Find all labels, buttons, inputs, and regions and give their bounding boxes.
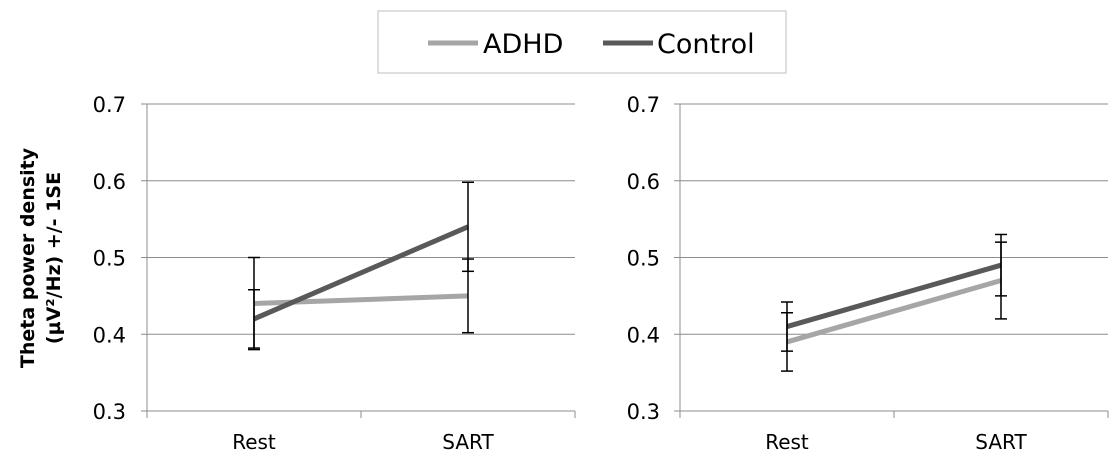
legend-label-control: Control	[657, 29, 755, 60]
legend-label-adhd: ADHD	[483, 29, 563, 60]
y-tick-label: 0.3	[627, 400, 660, 424]
legend: ADHD Control	[377, 10, 787, 74]
series-line-control	[786, 262, 1002, 329]
y-tick-label: 0.5	[93, 247, 126, 271]
y-tick-label: 0.4	[93, 323, 126, 347]
y-tick-label: 0.3	[93, 400, 126, 424]
x-category-label: Rest	[765, 430, 809, 454]
y-tick-label: 0.4	[627, 323, 660, 347]
y-axis-title-line1: Theta power density	[17, 147, 39, 368]
y-tick-label: 0.6	[93, 170, 126, 194]
y-axis-title: Theta power density (µV²/Hz) +/- 1SE	[17, 147, 65, 368]
x-category-label: SART	[442, 430, 494, 454]
error-bar-control	[462, 181, 474, 273]
y-tick-label: 0.5	[627, 247, 660, 271]
error-bar-control	[995, 233, 1007, 297]
y-tick-label: 0.6	[627, 170, 660, 194]
chart-panel-left: 0.7 0.6 0.5 0.4 0.3 Rest SART	[93, 93, 576, 454]
y-axis-title-line2: (µV²/Hz) +/- 1SE	[43, 172, 65, 344]
error-bar-control	[781, 301, 793, 352]
error-bar-control	[248, 288, 260, 349]
x-category-label: SART	[975, 430, 1027, 454]
x-category-label: Rest	[232, 430, 276, 454]
y-tick-label: 0.7	[627, 93, 660, 117]
chart-panel-right: 0.7 0.6 0.5 0.4 0.3 Rest SART	[627, 93, 1109, 454]
series-line-control	[253, 224, 469, 322]
y-tick-label: 0.7	[93, 93, 126, 117]
series-line-adhd	[786, 278, 1002, 345]
